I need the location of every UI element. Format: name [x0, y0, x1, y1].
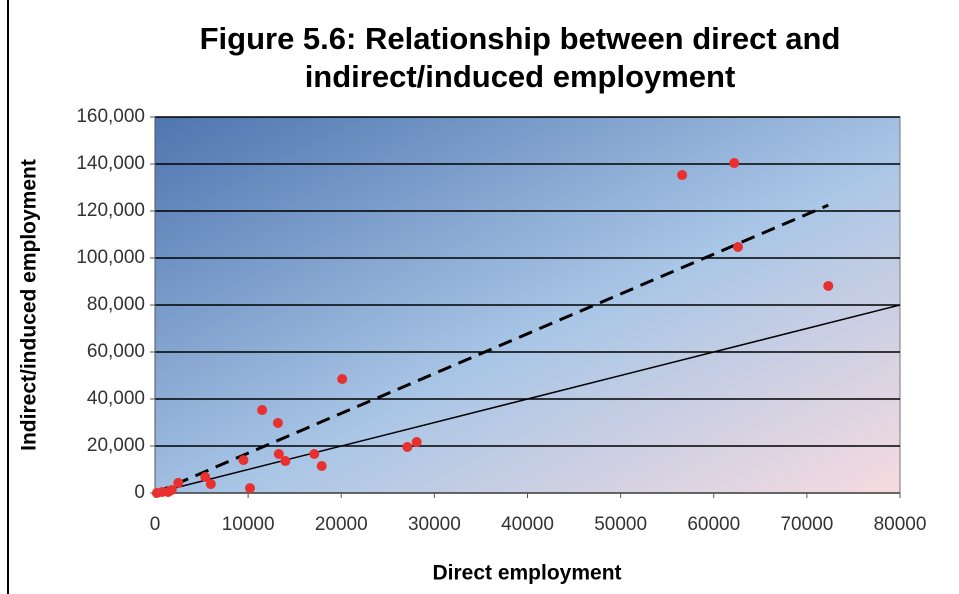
x-tick-label: 20000 — [315, 514, 368, 535]
point — [173, 477, 184, 488]
y-tick-label: 120,000 — [76, 200, 145, 221]
y-axis-title: Indirect/induced employment — [18, 159, 41, 451]
point — [337, 374, 348, 385]
x-axis-title: Direct employment — [432, 562, 621, 585]
x-tick-label: 50000 — [594, 514, 647, 535]
trend-line — [154, 304, 901, 494]
y-tick-label: 20,000 — [87, 435, 145, 456]
point — [272, 417, 283, 428]
y-tick-label: 100,000 — [76, 247, 145, 268]
x-tick-label: 80000 — [874, 514, 927, 535]
point — [402, 441, 413, 452]
y-tick-label: 80,000 — [87, 294, 145, 315]
point — [411, 437, 422, 448]
y-tick-label: 0 — [134, 482, 145, 503]
x-tick-label: 60000 — [687, 514, 740, 535]
point — [200, 472, 211, 483]
y-tick-label: 140,000 — [76, 153, 145, 174]
x-tick-label: 10000 — [222, 514, 275, 535]
point — [316, 460, 327, 471]
y-tick-label: 40,000 — [87, 388, 145, 409]
point — [244, 483, 255, 494]
point — [205, 479, 216, 490]
point — [732, 241, 743, 252]
y-tick-label: 160,000 — [76, 106, 145, 127]
x-tick-label: 30000 — [408, 514, 461, 535]
point — [729, 158, 740, 169]
trend-line — [154, 203, 829, 495]
point — [257, 405, 268, 416]
point — [823, 280, 834, 291]
y-tick-label: 60,000 — [87, 341, 145, 362]
point — [273, 448, 284, 459]
point — [280, 456, 291, 467]
point — [677, 170, 688, 181]
x-tick-label: 70000 — [780, 514, 833, 535]
point — [238, 455, 249, 466]
point — [309, 448, 320, 459]
x-tick-label: 40000 — [501, 514, 554, 535]
x-tick-label: 0 — [150, 514, 161, 535]
point — [166, 484, 177, 495]
chart-title: Figure 5.6: Relationship between direct … — [199, 21, 841, 94]
